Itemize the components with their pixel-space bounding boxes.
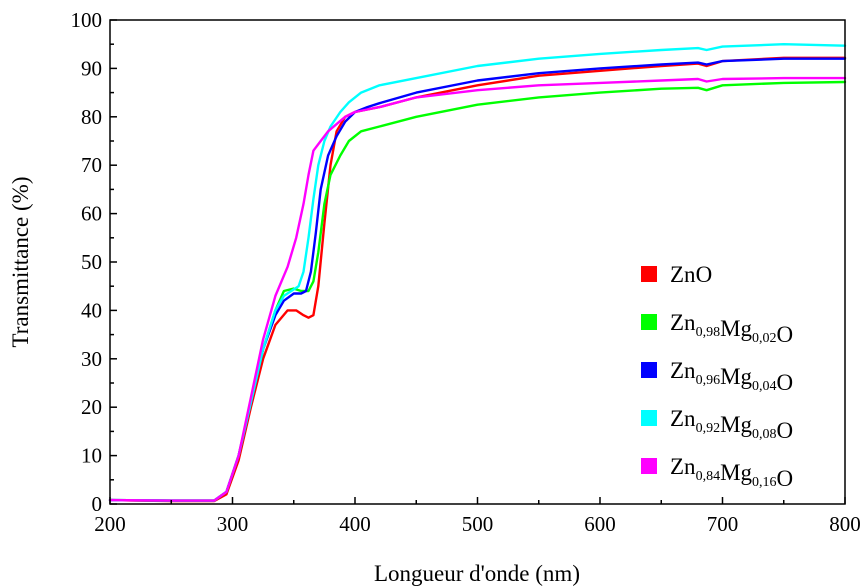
- legend-label-subscript: 0,04: [752, 379, 777, 394]
- legend-swatch-2: [641, 362, 657, 378]
- x-axis: 200 300 400 500 600 700 800: [94, 497, 861, 536]
- x-tick-label: 700: [707, 512, 739, 536]
- series-line-4: [108, 76, 847, 502]
- legend-label-part: O: [777, 418, 794, 443]
- legend-label-subscript: 0,92: [696, 421, 721, 436]
- legend-label-subscript: 0,02: [752, 331, 777, 346]
- x-axis-title: Longueur d'onde (nm): [374, 561, 580, 586]
- legend-label-part: Zn: [670, 454, 696, 479]
- legend: ZnOZn0,98Mg0,02OZn0,96Mg0,04OZn0,92Mg0,0…: [641, 262, 793, 491]
- legend-label-part: Zn: [670, 406, 696, 431]
- legend-swatch-3: [641, 410, 657, 426]
- series-line-1: [108, 80, 847, 502]
- x-tick-label: 400: [339, 512, 371, 536]
- legend-label-3: Zn0,92Mg0,08O: [670, 406, 793, 443]
- legend-label-subscript: 0,98: [696, 325, 721, 340]
- legend-label-0: ZnO: [670, 262, 712, 287]
- legend-label-2: Zn0,96Mg0,04O: [670, 358, 793, 395]
- y-tick-label: 60: [81, 202, 102, 226]
- legend-label-part: O: [777, 466, 794, 491]
- y-tick-label: 90: [81, 56, 102, 80]
- x-tick-label: 200: [94, 512, 126, 536]
- y-tick-label: 40: [81, 298, 102, 322]
- legend-label-1: Zn0,98Mg0,02O: [670, 310, 793, 347]
- legend-label-part: O: [696, 262, 713, 287]
- y-tick-label: 100: [71, 8, 103, 32]
- legend-label-part: Mg: [720, 316, 752, 341]
- x-tick-label: 300: [217, 512, 249, 536]
- legend-label-part: Zn: [670, 262, 696, 287]
- x-tick-label: 600: [584, 512, 616, 536]
- legend-label-4: Zn0,84Mg0,16O: [670, 454, 793, 491]
- legend-swatch-4: [641, 458, 657, 474]
- y-axis-title: Transmittance (%): [8, 177, 33, 348]
- legend-label-part: Zn: [670, 358, 696, 383]
- legend-label-subscript: 0,16: [752, 475, 777, 490]
- legend-label-part: O: [777, 322, 794, 347]
- legend-label-part: Mg: [720, 460, 752, 485]
- legend-label-part: Mg: [720, 364, 752, 389]
- y-tick-label: 0: [92, 492, 103, 516]
- y-tick-label: 10: [81, 444, 102, 468]
- legend-label-subscript: 0,08: [752, 427, 777, 442]
- legend-swatch-0: [641, 266, 657, 282]
- series-curves: [108, 43, 847, 503]
- y-tick-label: 50: [81, 250, 102, 274]
- legend-label-subscript: 0,84: [696, 469, 721, 484]
- legend-swatch-1: [641, 314, 657, 330]
- y-axis: 0 10 20 30 40 50 60 70 80 90 100: [71, 8, 117, 516]
- x-tick-label: 800: [829, 512, 861, 536]
- y-tick-label: 20: [81, 395, 102, 419]
- y-tick-label: 70: [81, 153, 102, 177]
- legend-label-subscript: 0,96: [696, 373, 721, 388]
- y-tick-label: 30: [81, 347, 102, 371]
- y-tick-label: 80: [81, 105, 102, 129]
- legend-label-part: Zn: [670, 310, 696, 335]
- x-tick-label: 500: [462, 512, 494, 536]
- legend-label-part: O: [777, 370, 794, 395]
- legend-label-part: Mg: [720, 412, 752, 437]
